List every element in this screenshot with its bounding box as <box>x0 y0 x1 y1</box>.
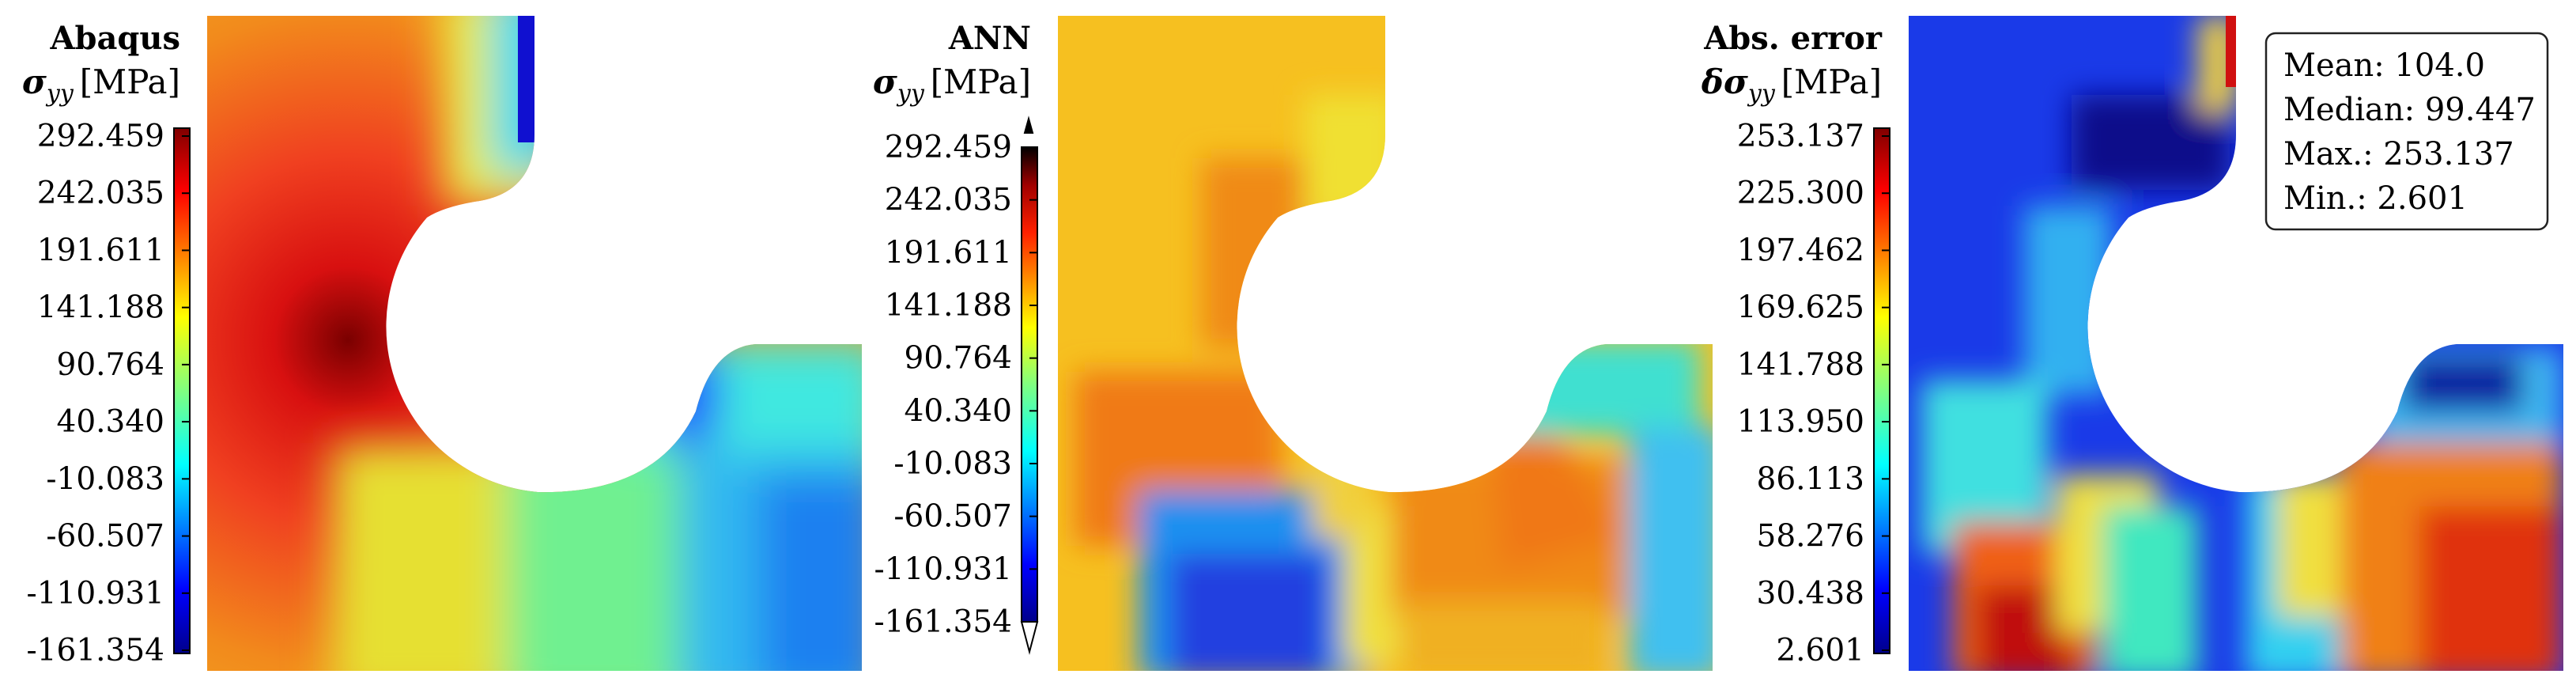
colorbar-tick-label: 191.611 <box>37 233 164 268</box>
colorbar-tick-label: -60.507 <box>893 499 1012 535</box>
colorbar-ticks: 292.459 242.035 191.611 141.188 90.764 40.340… <box>27 119 190 668</box>
colorbar-tick-label: 169.625 <box>1737 290 1864 326</box>
panel-title: Abs. error <box>1703 20 1883 57</box>
panel-abs-error: Abs. error δσyy [MPa] 253.137 225.300 197.4… <box>1701 16 2563 671</box>
colorbar-tick-label: 113.950 <box>1737 404 1864 440</box>
colorbar-tick-label: -10.083 <box>893 446 1012 482</box>
colorbar-tick-label: 2.601 <box>1776 633 1864 668</box>
quantity-label: δσyy [MPa] <box>1701 62 1882 108</box>
colorbar-tick-label: 58.276 <box>1757 519 1864 555</box>
stats-min: Min.: 2.601 <box>2283 180 2468 217</box>
colorbar-tick-label: 86.113 <box>1757 461 1864 497</box>
stats-median: Median: 99.447 <box>2283 92 2536 128</box>
colorbar-tick-label: -110.931 <box>27 576 164 612</box>
colorbar <box>1873 127 1890 654</box>
colorbar-ticks: 253.137 225.300 197.462 169.625 141.788 113.9… <box>1737 119 1890 668</box>
colorbar-tick-label: 141.188 <box>37 290 164 326</box>
panel-title: ANN <box>948 20 1031 57</box>
colorbar-ticks: 292.459 242.035 191.611 141.188 90.764 40.340… <box>874 130 1037 640</box>
colorbar <box>173 127 191 654</box>
colorbar-tick-label: 40.340 <box>905 393 1012 429</box>
colorbar-tick-label: 242.035 <box>37 176 164 211</box>
colorbar-arrow-bottom <box>1020 621 1039 655</box>
stats-mean: Mean: 104.0 <box>2283 47 2485 84</box>
colorbar-tick-label: 225.300 <box>1737 176 1864 211</box>
colorbar-tick-label: 197.462 <box>1737 233 1864 268</box>
colorbar-tick-label: 191.611 <box>885 235 1012 271</box>
colorbar-tick-label: 141.788 <box>1737 347 1864 383</box>
colorbar-tick-label: 40.340 <box>57 404 164 440</box>
panel-title: Abaqus <box>50 20 181 57</box>
panel-abaqus: Abaqus σyy [MPa] 292.459 242.035 191.611 141… <box>22 16 862 671</box>
stats-max: Max.: 253.137 <box>2283 136 2514 172</box>
colorbar-tick-label: -161.354 <box>27 633 164 668</box>
quantity-label: σyy [MPa] <box>22 62 180 108</box>
contour-field-abaqus <box>207 16 862 671</box>
colorbar-tick-label: 141.188 <box>885 288 1012 324</box>
colorbar-tick-label: 253.137 <box>1737 119 1864 154</box>
colorbar-tick-label: -161.354 <box>874 604 1012 640</box>
colorbar <box>1021 146 1038 623</box>
colorbar-tick-label: -10.083 <box>46 461 164 497</box>
panel-ann: ANN σyy [MPa] 292.459 242.035 191.611 141.18… <box>873 16 1713 671</box>
colorbar-tick-label: 292.459 <box>37 119 164 154</box>
colorbar-arrow-top <box>1023 116 1034 134</box>
colorbar-tick-label: 30.438 <box>1757 576 1864 612</box>
colorbar-tick-label: 90.764 <box>57 347 164 383</box>
colorbar-tick-label: 242.035 <box>885 183 1012 218</box>
stats-box: Mean: 104.0 Median: 99.447 Max.: 253.137… <box>2264 32 2549 231</box>
colorbar-tick-label: -60.507 <box>46 519 164 555</box>
colorbar-tick-label: -110.931 <box>874 551 1012 587</box>
colorbar-tick-label: 90.764 <box>905 341 1012 377</box>
contour-field-ann <box>1058 16 1713 671</box>
colorbar-tick-label: 292.459 <box>885 130 1012 165</box>
quantity-label: σyy [MPa] <box>873 62 1031 108</box>
